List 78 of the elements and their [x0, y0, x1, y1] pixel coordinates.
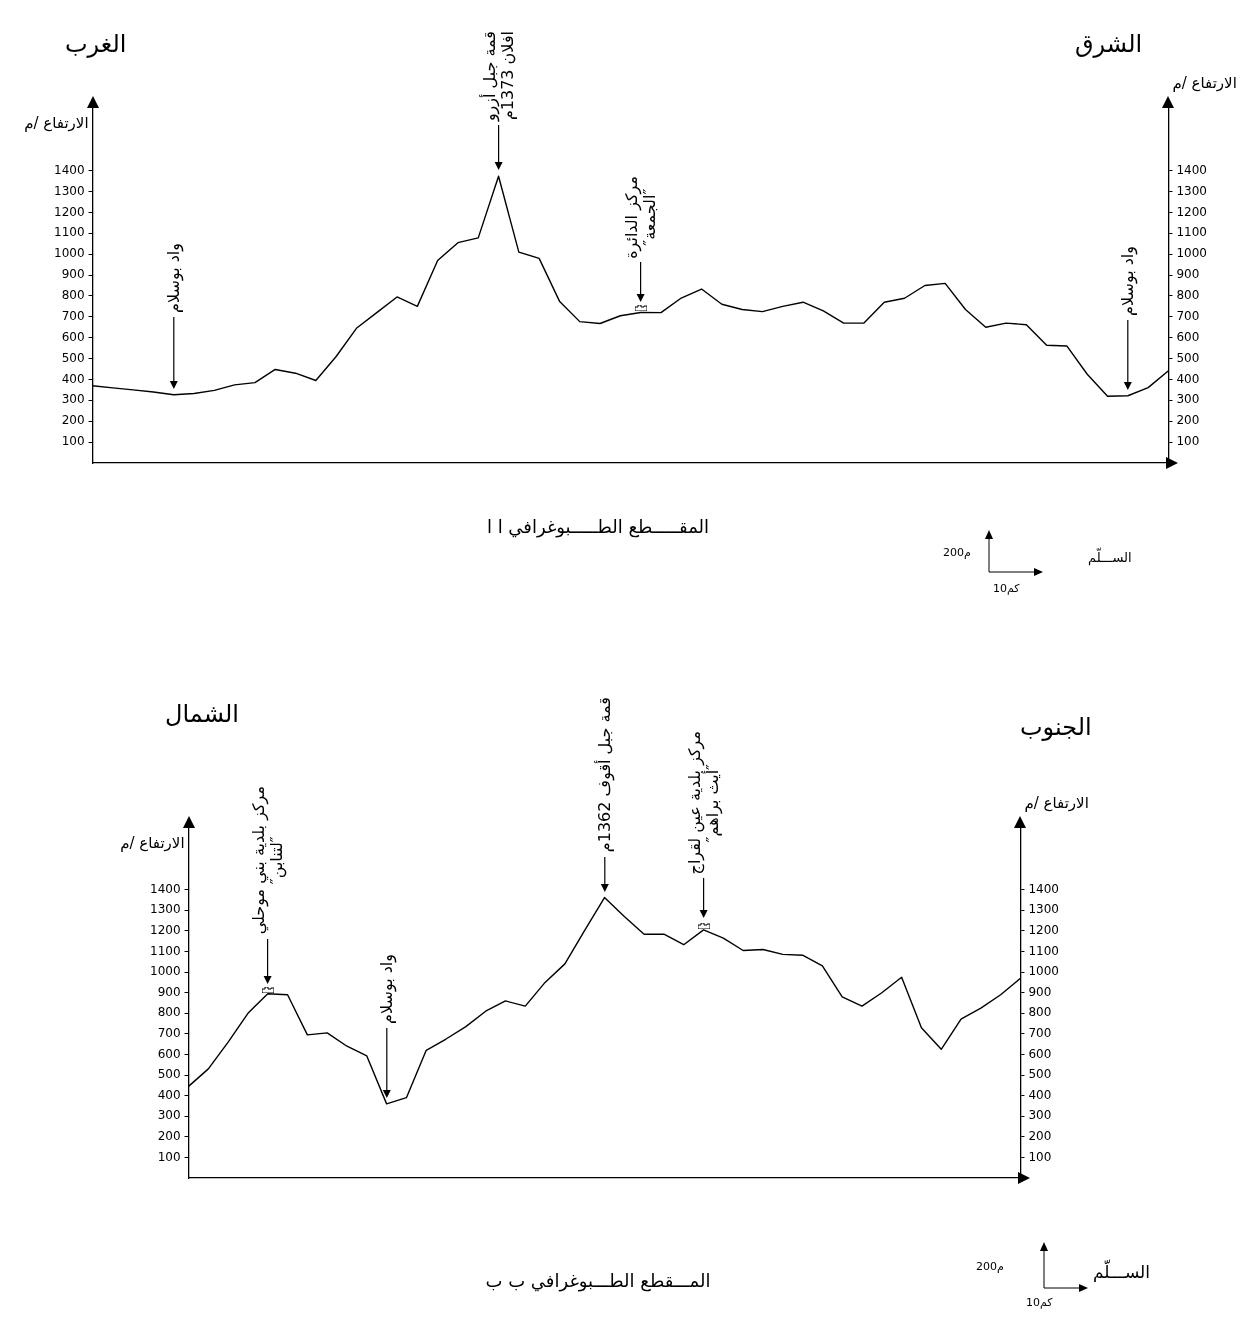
- y2-tick-label: 200: [1176, 413, 1200, 428]
- y-tick-label: 1300: [149, 902, 181, 917]
- y2-tick-label: 500: [1176, 350, 1200, 365]
- y-tick-label: 100: [61, 434, 85, 449]
- y2-tick-label: 100: [1028, 1149, 1052, 1164]
- y-tick-label: 800: [61, 288, 85, 303]
- annotation: مركز بلدية عين لقراج ″أيث براهم″: [684, 730, 722, 874]
- y2-tick-label: 900: [1028, 984, 1052, 999]
- y-tick-label: 900: [61, 267, 85, 282]
- y2-tick-label: 1300: [1176, 183, 1208, 198]
- text: المـــقطع الطـــبوغرافي ب ب: [485, 1270, 711, 1291]
- y2-tick-label: 1100: [1028, 943, 1060, 958]
- annotation: مركز بلدية بني موحلي ″لتنابن″: [248, 786, 287, 935]
- y-tick-label: 1200: [53, 204, 85, 219]
- annotation: قمة جبل أقوف 1362م: [594, 697, 614, 853]
- y2-tick-label: 900: [1176, 267, 1200, 282]
- y-tick-label: 1200: [149, 923, 181, 938]
- y-tick-label: 1400: [149, 881, 181, 896]
- y2-tick-label: 1400: [1176, 162, 1208, 177]
- text: الشمال: [165, 700, 240, 728]
- y2-tick-label: 1200: [1028, 923, 1060, 938]
- y2-tick-label: 1200: [1176, 204, 1208, 219]
- y2-axis-title: الارتفاع /م: [1172, 74, 1237, 92]
- text: 200م: [943, 546, 971, 559]
- text: الشرق: [1075, 30, 1143, 58]
- y-tick-label: 700: [61, 308, 85, 323]
- y2-tick-label: 800: [1028, 1005, 1052, 1020]
- text: الجنوب: [1020, 713, 1092, 741]
- text: 10كم: [1026, 1296, 1053, 1309]
- y-tick-label: 1300: [53, 183, 85, 198]
- y2-tick-label: 300: [1176, 392, 1200, 407]
- y-tick-label: 800: [157, 1005, 181, 1020]
- y-tick-label: 900: [157, 984, 181, 999]
- y-tick-label: 600: [157, 1046, 181, 1061]
- y2-tick-label: 1100: [1176, 225, 1208, 240]
- y2-axis-title: الارتفاع /م: [1024, 794, 1089, 812]
- y2-tick-label: 1000: [1176, 246, 1208, 261]
- text: 200م: [976, 1260, 1004, 1273]
- y2-tick-label: 1300: [1028, 902, 1060, 917]
- y-tick-label: 1000: [53, 246, 85, 261]
- annotation: مركز الدائرة ″الجمعة″: [621, 175, 660, 259]
- y-tick-label: 400: [61, 371, 85, 386]
- annotation: واد بوسلام: [163, 242, 183, 313]
- y-tick-label: 400: [157, 1087, 181, 1102]
- y-tick-label: 300: [61, 392, 85, 407]
- y-tick-label: 1400: [53, 162, 85, 177]
- y2-tick-label: 200: [1028, 1128, 1052, 1143]
- y2-tick-label: 500: [1028, 1067, 1052, 1082]
- annotation: واد بوسلام: [376, 953, 396, 1024]
- text: 10كم: [993, 582, 1020, 595]
- y-tick-label: 200: [157, 1128, 181, 1143]
- text: الغرب: [65, 30, 127, 58]
- y2-tick-label: 800: [1176, 288, 1200, 303]
- y2-tick-label: 700: [1028, 1026, 1052, 1041]
- y-tick-label: 600: [61, 329, 85, 344]
- y-tick-label: 100: [157, 1149, 181, 1164]
- y2-tick-label: 400: [1176, 371, 1200, 386]
- y-axis-title: الارتفاع /م: [120, 834, 185, 852]
- y-tick-label: 200: [61, 413, 85, 428]
- text: المقـــــطع الطـــــبوغرافي ا ا: [486, 516, 710, 537]
- y-tick-label: 1100: [53, 225, 85, 240]
- y-tick-label: 700: [157, 1026, 181, 1041]
- annotation: قمة جبل أزرو افلان 1373م: [479, 31, 517, 122]
- y2-tick-label: 400: [1028, 1087, 1052, 1102]
- y-tick-label: 500: [61, 350, 85, 365]
- y2-tick-label: 300: [1028, 1108, 1052, 1123]
- y-tick-label: 500: [157, 1067, 181, 1082]
- y-tick-label: 300: [157, 1108, 181, 1123]
- y2-tick-label: 1400: [1028, 881, 1060, 896]
- y-axis-title: الارتفاع /م: [24, 114, 89, 132]
- y2-tick-label: 100: [1176, 434, 1200, 449]
- y2-tick-label: 1000: [1028, 964, 1060, 979]
- y-tick-label: 1000: [149, 964, 181, 979]
- annotation: واد بوسلام: [1117, 245, 1138, 316]
- y-tick-label: 1100: [149, 943, 181, 958]
- y2-tick-label: 600: [1028, 1046, 1052, 1061]
- y2-tick-label: 700: [1176, 308, 1200, 323]
- y2-tick-label: 600: [1176, 329, 1200, 344]
